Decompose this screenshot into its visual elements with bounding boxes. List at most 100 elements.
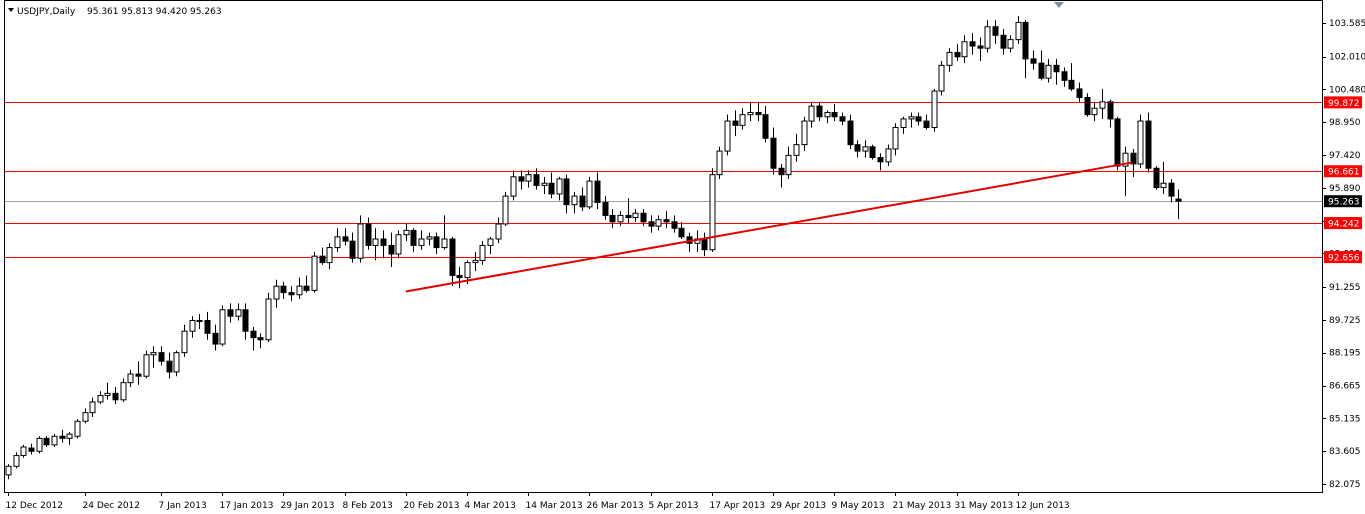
candle: [571, 191, 578, 214]
candle-body-bear: [869, 146, 876, 159]
candle: [1175, 189, 1182, 220]
candle: [242, 303, 249, 340]
candle-body-bull: [5, 465, 12, 476]
candle: [97, 391, 104, 405]
candle: [418, 230, 425, 250]
candle: [257, 333, 264, 349]
candle: [671, 215, 678, 233]
candle: [28, 443, 35, 455]
candle-body-bull: [571, 195, 578, 206]
candle: [869, 144, 876, 160]
candle-body-bull: [395, 234, 402, 255]
candle: [5, 464, 12, 480]
candle-body-bull: [13, 455, 20, 467]
candle-body-bear: [449, 238, 456, 276]
candle-body-bear: [112, 392, 119, 401]
candle: [326, 243, 333, 270]
candle-body-bull: [984, 26, 991, 49]
candle-body-bull: [89, 401, 96, 414]
candle: [793, 133, 800, 162]
candle: [280, 281, 287, 300]
candle: [66, 431, 73, 445]
y-tick-label: 88.195: [1329, 349, 1361, 359]
candle-body-bull: [235, 309, 242, 317]
candle-body-bear: [609, 214, 616, 223]
candle-body-bear: [678, 227, 685, 238]
candle-body-bull: [357, 223, 364, 259]
candle: [518, 170, 525, 190]
candle-body-bear: [250, 330, 257, 339]
level-tag: 94.242: [1324, 217, 1362, 230]
price-tags: 99.872 96.661 94.242 92.656 95.263: [1324, 96, 1362, 264]
chart-header: USDJPY,Daily 95.361 95.813 94.420 95.263: [8, 7, 222, 17]
candle: [969, 33, 976, 55]
candle: [854, 140, 861, 158]
candle: [931, 88, 938, 132]
candle: [808, 101, 815, 128]
candle-body-bear: [342, 236, 349, 242]
candle-body-bull: [1015, 21, 1022, 41]
candle: [82, 408, 89, 424]
candle-body-bull: [372, 238, 379, 246]
x-tick-label: 21 May 2013: [893, 501, 952, 511]
x-tick-label: 24 Dec 2012: [83, 501, 141, 511]
candle-body-bear: [992, 26, 999, 36]
x-tick-label: 12 Dec 2012: [6, 501, 64, 511]
triangle-down-icon[interactable]: [8, 8, 14, 12]
trendline[interactable]: [405, 161, 1133, 293]
candle: [625, 198, 632, 224]
candle: [357, 215, 364, 263]
candle-body-bear: [158, 352, 165, 362]
candle-body-bear: [969, 41, 976, 47]
candle-body-bull: [793, 144, 800, 156]
candle-body-bear: [456, 274, 463, 279]
y-tick-label: 97.420: [1329, 151, 1361, 161]
candle-body-bull: [150, 352, 157, 356]
level-tag-bg: [1324, 251, 1362, 264]
candle: [1130, 148, 1137, 177]
candle: [196, 314, 203, 330]
candle-body-bull: [181, 330, 188, 354]
candle-body-bull: [1091, 107, 1098, 116]
x-tick-label: 9 May 2013: [832, 501, 885, 511]
candle-body-bear: [319, 255, 326, 264]
candle: [43, 436, 50, 447]
candle: [579, 187, 586, 212]
candle-body-bear: [977, 45, 984, 49]
candle-body-bear: [43, 437, 50, 446]
current-price-tag: 95.263: [1324, 195, 1362, 208]
symbol-label: USDJPY,Daily: [17, 7, 76, 17]
candle-body-bull: [632, 212, 639, 219]
candle-body-bear: [701, 238, 708, 251]
candle: [1000, 28, 1007, 55]
candle: [120, 378, 127, 402]
candle: [150, 346, 157, 368]
candle-body-bear: [242, 309, 249, 332]
candle: [586, 176, 593, 209]
trendline-layer: [405, 161, 1133, 293]
candle: [1068, 63, 1075, 92]
candle-body-bull: [785, 154, 792, 176]
candle-body-bull: [97, 395, 104, 403]
candle-body-bear: [410, 229, 417, 246]
x-tick-label: 31 May 2013: [955, 501, 1014, 511]
candle: [908, 112, 915, 128]
chart-shift-marker[interactable]: [1054, 2, 1064, 8]
candle: [556, 176, 563, 201]
candle: [472, 251, 479, 272]
candle-body-bull: [946, 51, 953, 66]
candle-body-bull: [296, 285, 303, 296]
candle-body-bull: [541, 182, 548, 186]
candle-body-bear: [954, 51, 961, 58]
y-tick-label: 98.950: [1329, 118, 1361, 128]
candle-body-bear: [671, 221, 678, 229]
candle: [594, 172, 601, 209]
candle: [403, 223, 410, 242]
candle-body-bear: [640, 212, 647, 223]
candle: [732, 110, 739, 137]
candle: [288, 286, 295, 302]
candle-body-bull: [104, 392, 111, 397]
candle: [541, 176, 548, 194]
candle: [265, 292, 272, 342]
